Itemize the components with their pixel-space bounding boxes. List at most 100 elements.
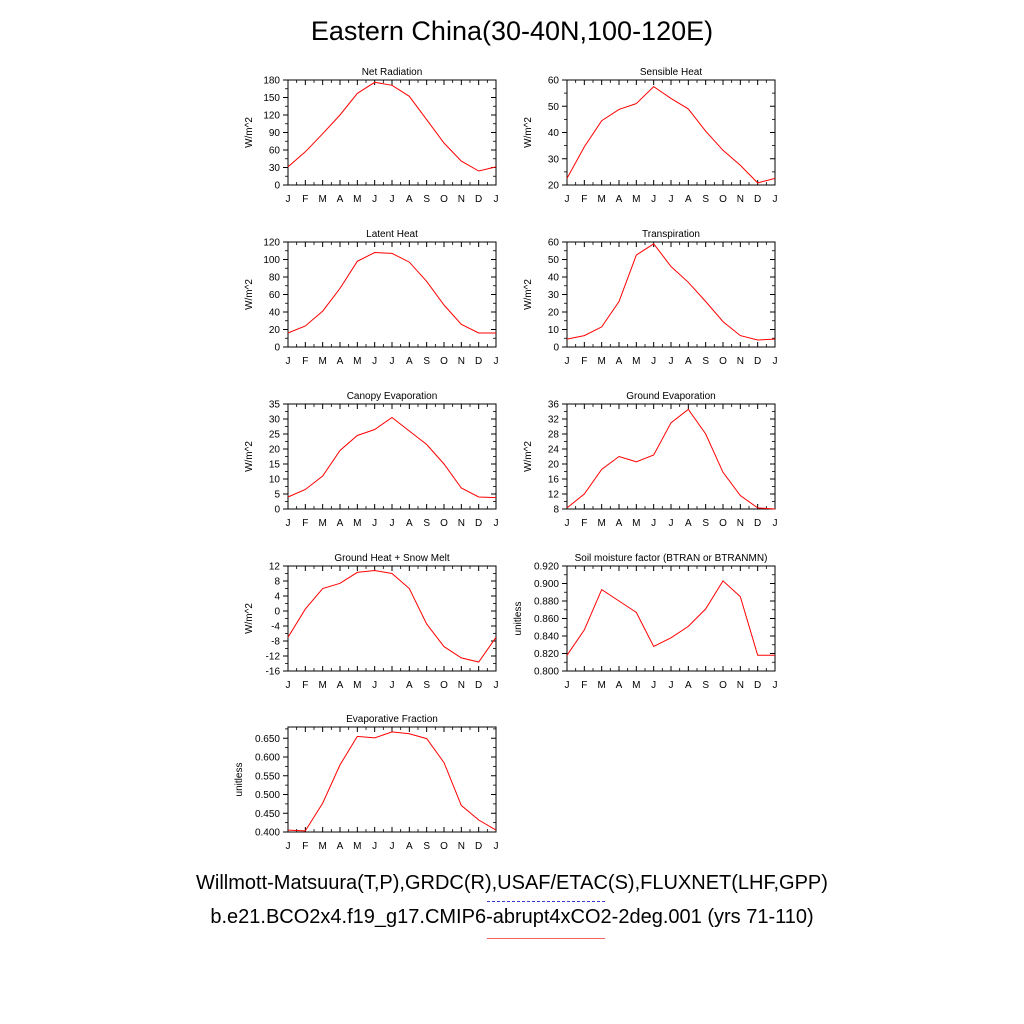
chart-title: Transpiration — [642, 229, 700, 240]
x-tick-label: J — [390, 356, 395, 367]
x-tick-label: A — [337, 841, 344, 852]
x-tick-label: A — [685, 356, 692, 367]
y-tick-label: 60 — [548, 76, 560, 87]
x-tick-label: D — [475, 841, 482, 852]
legend-observations-label: Willmott-Matsuura(T,P),GRDC(R),USAF/ETAC… — [196, 872, 828, 894]
x-tick-label: N — [458, 680, 465, 691]
y-tick-label: 0.800 — [534, 667, 559, 678]
chart-panel: J F M A M J J A S O N D J0.4000.4500.5000.5500.6000.… — [234, 714, 499, 852]
series-line — [287, 251, 496, 334]
x-tick-label: D — [754, 194, 761, 205]
x-tick-label: N — [737, 194, 744, 205]
y-axis-label: W/m^2 — [244, 117, 255, 148]
y-tick-label: -4 — [271, 622, 280, 633]
x-tick-label: J — [286, 194, 291, 205]
chart-title: Ground Heat + Snow Melt — [334, 553, 450, 564]
x-tick-label: J — [565, 680, 570, 691]
y-tick-label: 10 — [548, 325, 560, 336]
y-tick-label: 30 — [548, 290, 560, 301]
y-tick-label: 50 — [548, 102, 560, 113]
y-axis-label: W/m^2 — [523, 441, 534, 472]
x-tick-label: D — [475, 194, 482, 205]
plot-frame — [287, 241, 497, 348]
x-tick-label: D — [475, 680, 482, 691]
legend-observations-line — [487, 901, 605, 902]
series-line — [287, 81, 497, 172]
x-tick-label: J — [390, 841, 395, 852]
y-tick-label: 25 — [269, 430, 281, 441]
y-axis-label: unitless — [234, 763, 245, 797]
x-tick-label: A — [337, 518, 344, 529]
x-tick-label: J — [565, 518, 570, 529]
x-tick-label: J — [390, 680, 395, 691]
y-tick-label: 20 — [548, 181, 560, 192]
x-tick-label: O — [440, 841, 448, 852]
x-tick-label: N — [737, 356, 744, 367]
y-tick-label: 10 — [269, 475, 281, 486]
legend-model-line — [487, 938, 605, 939]
y-tick-label: 0.600 — [255, 753, 280, 764]
y-tick-label: 0.450 — [255, 809, 280, 820]
series-line — [287, 731, 497, 832]
x-tick-label: J — [372, 680, 377, 691]
y-tick-label: 50 — [548, 255, 560, 266]
x-tick-label: J — [372, 356, 377, 367]
y-tick-label: 0.650 — [255, 734, 280, 745]
x-tick-label: M — [597, 518, 605, 529]
x-tick-label: A — [337, 194, 344, 205]
plot-frame — [287, 403, 497, 510]
x-tick-label: A — [406, 518, 413, 529]
y-tick-label: 20 — [269, 445, 281, 456]
y-axis-label: W/m^2 — [523, 279, 534, 310]
x-tick-label: J — [494, 518, 499, 529]
y-tick-label: 0 — [274, 181, 280, 192]
x-tick-label: A — [406, 194, 413, 205]
x-tick-label: J — [669, 194, 674, 205]
chart-title: Evaporative Fraction — [346, 714, 438, 725]
chart-title: Ground Evaporation — [626, 391, 716, 402]
x-tick-label: J — [390, 518, 395, 529]
x-tick-label: J — [669, 518, 674, 529]
x-tick-label: J — [286, 841, 291, 852]
chart-title: Canopy Evaporation — [347, 391, 438, 402]
y-tick-label: 150 — [263, 93, 280, 104]
y-tick-label: 0 — [274, 607, 280, 618]
x-tick-label: F — [581, 680, 587, 691]
x-tick-label: M — [597, 356, 605, 367]
x-tick-label: F — [581, 518, 587, 529]
x-tick-label: J — [773, 680, 778, 691]
y-tick-label: 0 — [274, 343, 280, 354]
x-tick-label: D — [754, 680, 761, 691]
x-tick-label: O — [440, 518, 448, 529]
series-line — [287, 416, 497, 499]
x-tick-label: J — [565, 194, 570, 205]
x-tick-label: J — [651, 680, 656, 691]
x-tick-label: N — [458, 841, 465, 852]
x-tick-label: M — [632, 518, 640, 529]
y-tick-label: 12 — [269, 562, 281, 573]
x-tick-label: J — [773, 194, 778, 205]
series-line — [566, 85, 776, 184]
plot-frame — [287, 726, 497, 833]
x-tick-label: J — [372, 194, 377, 205]
x-tick-label: J — [390, 194, 395, 205]
y-tick-label: 80 — [269, 273, 281, 284]
x-tick-label: O — [440, 194, 448, 205]
x-tick-label: J — [372, 518, 377, 529]
y-tick-label: 100 — [263, 255, 280, 266]
y-tick-label: 60 — [269, 146, 281, 157]
y-tick-label: 40 — [269, 308, 281, 319]
x-tick-label: O — [719, 356, 727, 367]
y-axis-label: W/m^2 — [523, 117, 534, 148]
y-tick-label: -12 — [266, 652, 281, 663]
x-tick-label: F — [302, 356, 308, 367]
legend-model-label: b.e21.BCO2x4.f19_g17.CMIP6-abrupt4xCO2-2… — [210, 906, 814, 928]
x-tick-label: F — [581, 194, 587, 205]
plot-frame — [566, 565, 776, 672]
y-tick-label: 0.860 — [534, 614, 559, 625]
x-tick-label: S — [423, 841, 430, 852]
